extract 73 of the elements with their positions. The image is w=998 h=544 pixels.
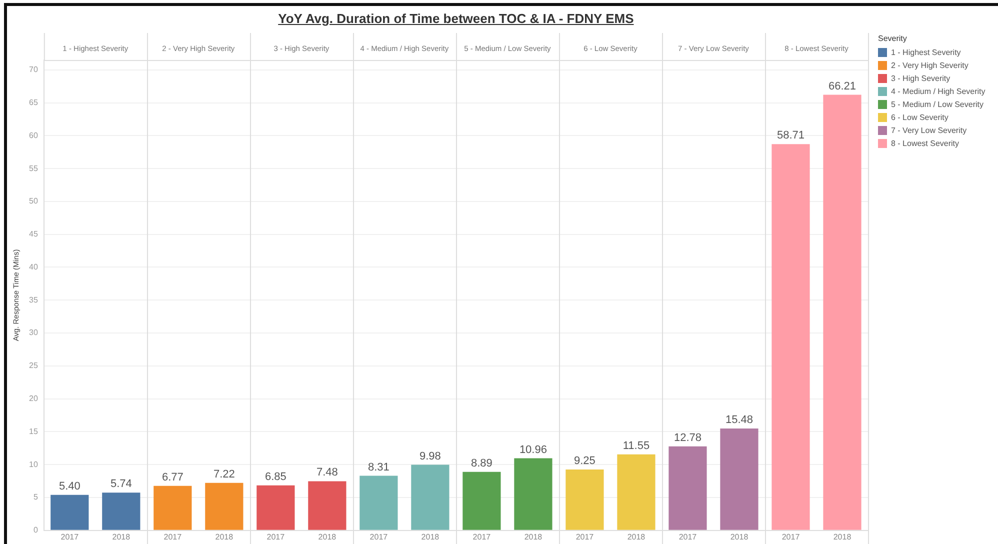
data-label: 66.21 [828,80,856,92]
bar [102,492,140,530]
bar [50,494,89,530]
y-tick-label: 20 [28,394,38,404]
y-tick-label: 0 [33,526,38,535]
y-tick-label: 40 [28,262,38,272]
y-tick-label: 45 [28,230,38,239]
chart-title: YoY Avg. Duration of Time between TOC & IA - FDNY EMS [277,11,635,26]
data-label: 11.55 [622,440,650,452]
bar [823,94,862,530]
bar [308,481,346,530]
x-tick-label: 2017 [266,532,286,542]
legend-label: 2 - Very High Severity [891,60,968,70]
bar [205,482,244,530]
data-label: 5.74 [110,478,132,490]
bar [411,464,450,530]
data-label: 10.96 [519,444,547,456]
data-label: 15.48 [725,414,753,426]
y-tick-label: 15 [28,426,38,436]
y-tick-label: 55 [28,164,38,173]
legend-label: 7 - Very Low Severity [891,126,967,136]
y-tick-label: 25 [28,361,38,370]
y-tick-label: 60 [28,130,38,140]
y-tick-label: 35 [28,295,38,304]
bar [462,472,501,530]
legend-label: 3 - High Severity [891,74,950,84]
x-tick-label: 2018 [215,532,234,542]
data-label: 12.78 [674,432,702,444]
y-tick-label: 65 [28,98,38,107]
legend-label: 8 - Lowest Severity [891,138,960,148]
bar [256,485,295,530]
bar [772,144,810,530]
x-tick-label: 2017 [60,532,80,542]
x-tick-label: 2017 [370,532,388,542]
data-label: 9.25 [574,455,596,468]
bar [360,476,398,530]
bar [720,428,758,530]
x-tick-label: 2017 [576,532,594,542]
x-tick-label: 2018 [627,532,646,542]
data-label: 8.31 [368,461,390,474]
data-label: 58.71 [776,130,805,142]
legend-label: 1 - Highest Severity [891,48,961,58]
bar [514,458,552,530]
data-label: 9.98 [419,450,441,462]
x-tick-label: 2018 [524,532,543,542]
x-tick-label: 2018 [421,532,440,542]
legend-label: 6 - Low Severity [891,112,948,122]
data-label: 7.48 [316,466,338,479]
x-tick-label: 2017 [678,532,698,542]
x-tick-label: 2018 [730,532,749,542]
data-label: 6.85 [264,470,286,483]
y-tick-label: 70 [28,65,38,74]
data-label: 8.89 [470,457,492,470]
bar [668,446,707,530]
x-tick-label: 2017 [782,532,800,542]
y-tick-label: 5 [33,492,38,502]
y-tick-label: 50 [28,196,38,206]
x-tick-label: 2017 [472,532,492,542]
data-label: 5.40 [58,480,80,492]
bar [566,470,604,530]
x-tick-label: 2018 [833,532,852,542]
x-tick-label: 2017 [164,532,182,542]
y-tick-label: 30 [28,328,38,338]
x-tick-label: 2018 [112,532,131,542]
bar [617,454,656,530]
legend-label: 5 - Medium / Low Severity [891,100,984,110]
legend-title: Severity [878,34,908,44]
legend-label: 4 - Medium / High Severity [891,86,986,96]
data-label: 7.22 [213,468,235,480]
bar [154,486,192,530]
data-label: 6.77 [162,471,184,484]
y-tick-label: 10 [28,460,38,469]
x-tick-label: 2018 [318,532,337,542]
